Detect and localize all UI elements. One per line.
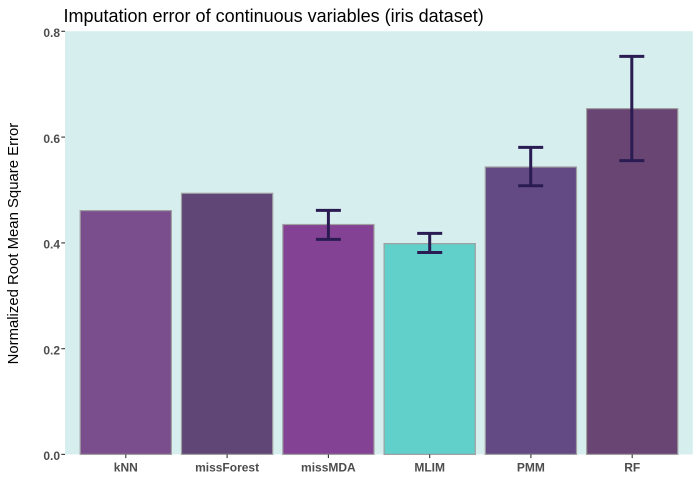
svg-text:0.2: 0.2 (43, 344, 60, 358)
svg-text:missForest: missForest (195, 461, 259, 475)
svg-text:RF: RF (624, 461, 640, 475)
svg-text:Imputation error of continuous: Imputation error of continuous variables… (64, 6, 484, 26)
svg-text:PMM: PMM (517, 461, 545, 475)
svg-text:kNN: kNN (114, 461, 138, 475)
svg-text:0.8: 0.8 (43, 26, 60, 40)
svg-text:missMDA: missMDA (301, 461, 356, 475)
svg-text:0.4: 0.4 (43, 238, 60, 252)
svg-text:Normalized Root Mean Square Er: Normalized Root Mean Square Error (6, 123, 22, 365)
svg-text:MLIM: MLIM (414, 461, 445, 475)
svg-text:0.6: 0.6 (43, 132, 60, 146)
svg-text:0.0: 0.0 (43, 449, 60, 463)
